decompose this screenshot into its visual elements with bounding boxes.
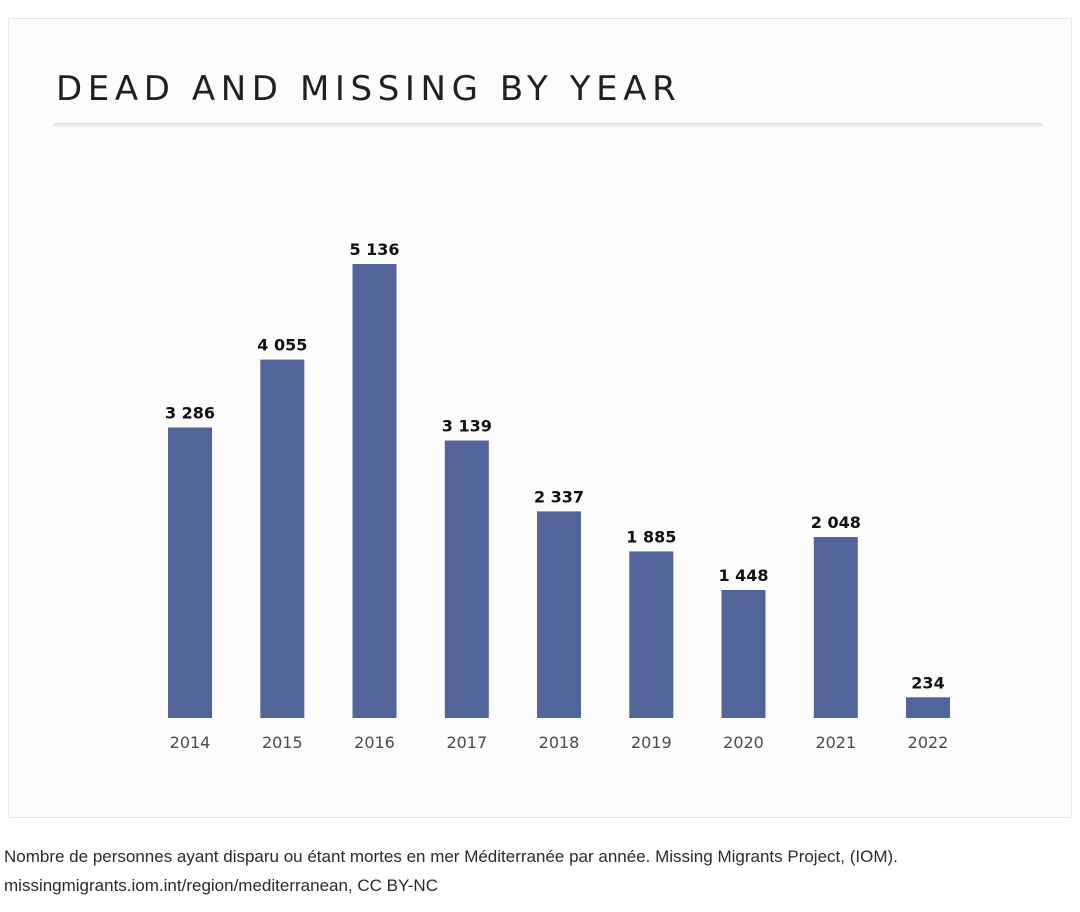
data-label-2015: 4 055	[257, 336, 307, 355]
data-label-2018: 2 337	[534, 487, 584, 506]
x-tick-label-2019: 2019	[631, 733, 672, 752]
x-tick-label-2021: 2021	[815, 733, 856, 752]
data-label-2017: 3 139	[442, 417, 492, 436]
bar-2018	[537, 511, 581, 718]
bar-2021	[813, 537, 858, 718]
data-label-2016: 5 136	[349, 240, 399, 259]
bar-2015	[260, 359, 305, 718]
bar-2016	[352, 264, 397, 718]
x-tick-label-2017: 2017	[446, 733, 487, 752]
bar-2022	[906, 697, 950, 718]
x-tick-label-2015: 2015	[262, 733, 303, 752]
data-label-2020: 1 448	[718, 566, 768, 585]
bar-2020	[721, 590, 766, 718]
bar-2014	[168, 427, 212, 718]
bar-2017	[444, 440, 489, 718]
chart-title: DEAD AND MISSING BY YEAR	[56, 69, 682, 109]
x-tick-label-2018: 2018	[539, 733, 580, 752]
data-label-2014: 3 286	[165, 404, 215, 423]
x-tick-label-2014: 2014	[170, 733, 211, 752]
data-label-2022: 234	[911, 673, 944, 692]
figure-caption: Nombre de personnes ayant disparu ou éta…	[4, 842, 1074, 900]
bar-2019	[629, 551, 674, 718]
caption-line-2: missingmigrants.iom.int/region/mediterra…	[4, 876, 438, 895]
data-label-2021: 2 048	[811, 513, 861, 532]
x-tick-label-2016: 2016	[354, 733, 395, 752]
data-label-2019: 1 885	[626, 527, 676, 546]
x-tick-label-2020: 2020	[723, 733, 764, 752]
x-tick-label-2022: 2022	[908, 733, 949, 752]
caption-line-1: Nombre de personnes ayant disparu ou éta…	[4, 847, 898, 866]
title-divider	[53, 123, 1043, 127]
